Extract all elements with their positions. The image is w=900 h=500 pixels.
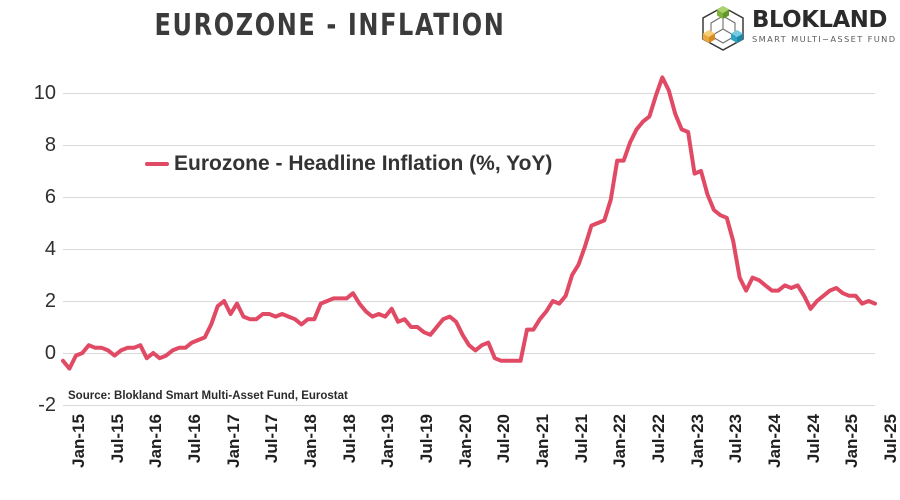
logo-wordmark: BLOKLAND	[752, 7, 887, 33]
chart-legend: Eurozone - Headline Inflation (%, YoY)	[145, 150, 552, 178]
x-tick-label: Jan-15	[69, 414, 88, 468]
logo-tagline: SMART MULTI−ASSET FUND	[752, 34, 897, 44]
y-tick-label: 0	[44, 342, 56, 364]
y-tick-label: 4	[44, 238, 56, 260]
blokland-cube-logo-icon	[698, 5, 748, 51]
x-tick-label: Jan-25	[842, 414, 862, 468]
series-line-eurozone-headline-inflation	[63, 93, 875, 405]
y-tick-label: 6	[44, 186, 56, 208]
page-title: EUROZONE - INFLATION	[154, 8, 506, 43]
x-tick-label: Jan-21	[533, 414, 552, 468]
x-tick-label: Jul-19	[417, 414, 436, 464]
x-tick-label: Jul-17	[262, 414, 282, 464]
x-tick-label: Jul-24	[803, 414, 823, 464]
gridline	[63, 145, 875, 146]
gridline	[63, 301, 875, 302]
legend-label: Eurozone - Headline Inflation (%, YoY)	[174, 152, 553, 175]
gridline	[63, 197, 875, 198]
x-tick-label: Jul-21	[571, 414, 591, 464]
gridline	[63, 405, 875, 406]
x-tick-label: Jan-23	[687, 414, 707, 468]
logo-text-block: BLOKLAND SMART MULTI−ASSET FUND	[752, 7, 898, 45]
chart-header: EUROZONE - INFLATION	[0, 0, 900, 58]
x-axis: Jan-15 Jul-15 Jan-16 Jul-16 Jan-17 Jul-17 Jan-…	[63, 406, 900, 500]
y-axis: -2 0 2 4 6 8 10	[0, 0, 56, 500]
x-tick-label: Jul-18	[339, 414, 359, 464]
y-tick-label: -2	[38, 394, 56, 416]
x-tick-label: Jul-16	[185, 414, 204, 464]
x-tick-label: Jan-24	[765, 414, 784, 468]
brand-logo: BLOKLAND SMART MULTI−ASSET FUND	[694, 4, 898, 52]
gridline	[63, 249, 875, 250]
plot-area	[63, 93, 875, 406]
x-tick-label: Jan-19	[378, 414, 398, 468]
x-tick-label: Jul-15	[107, 414, 127, 464]
x-tick-label: Jul-20	[494, 414, 514, 464]
y-tick-label: 10	[33, 82, 56, 104]
x-tick-label: Jul-22	[649, 414, 668, 464]
legend-swatch-icon	[145, 162, 169, 166]
x-tick-label: Jan-17	[223, 414, 243, 468]
gridline	[63, 353, 875, 354]
x-tick-label: Jan-22	[610, 414, 630, 468]
series-path	[63, 77, 875, 368]
source-note: Source: Blokland Smart Multi-Asset Fund,…	[68, 390, 348, 402]
y-tick-label: 8	[44, 134, 56, 156]
y-tick-label: 2	[44, 290, 56, 312]
x-tick-label: Jan-18	[301, 414, 320, 468]
x-tick-label: Jul-23	[726, 414, 746, 464]
gridline	[63, 93, 875, 94]
x-tick-label: Jan-20	[455, 414, 475, 468]
x-tick-label: Jul-25	[881, 414, 900, 464]
x-tick-label: Jan-16	[146, 414, 166, 468]
